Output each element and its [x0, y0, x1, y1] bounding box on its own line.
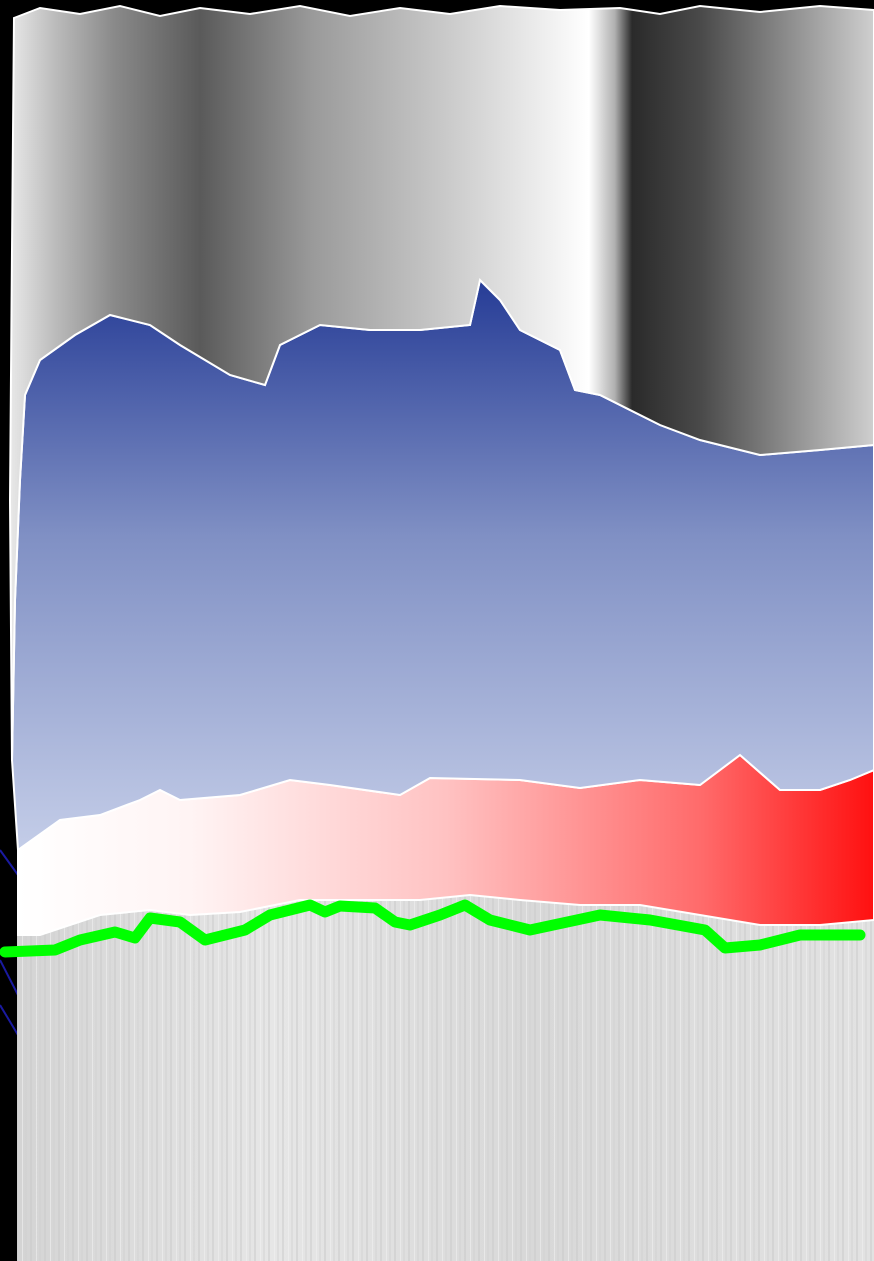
edge-artifact-lines — [0, 849, 19, 1036]
top-layer — [8, 4, 874, 761]
boundary-line — [0, 899, 866, 958]
